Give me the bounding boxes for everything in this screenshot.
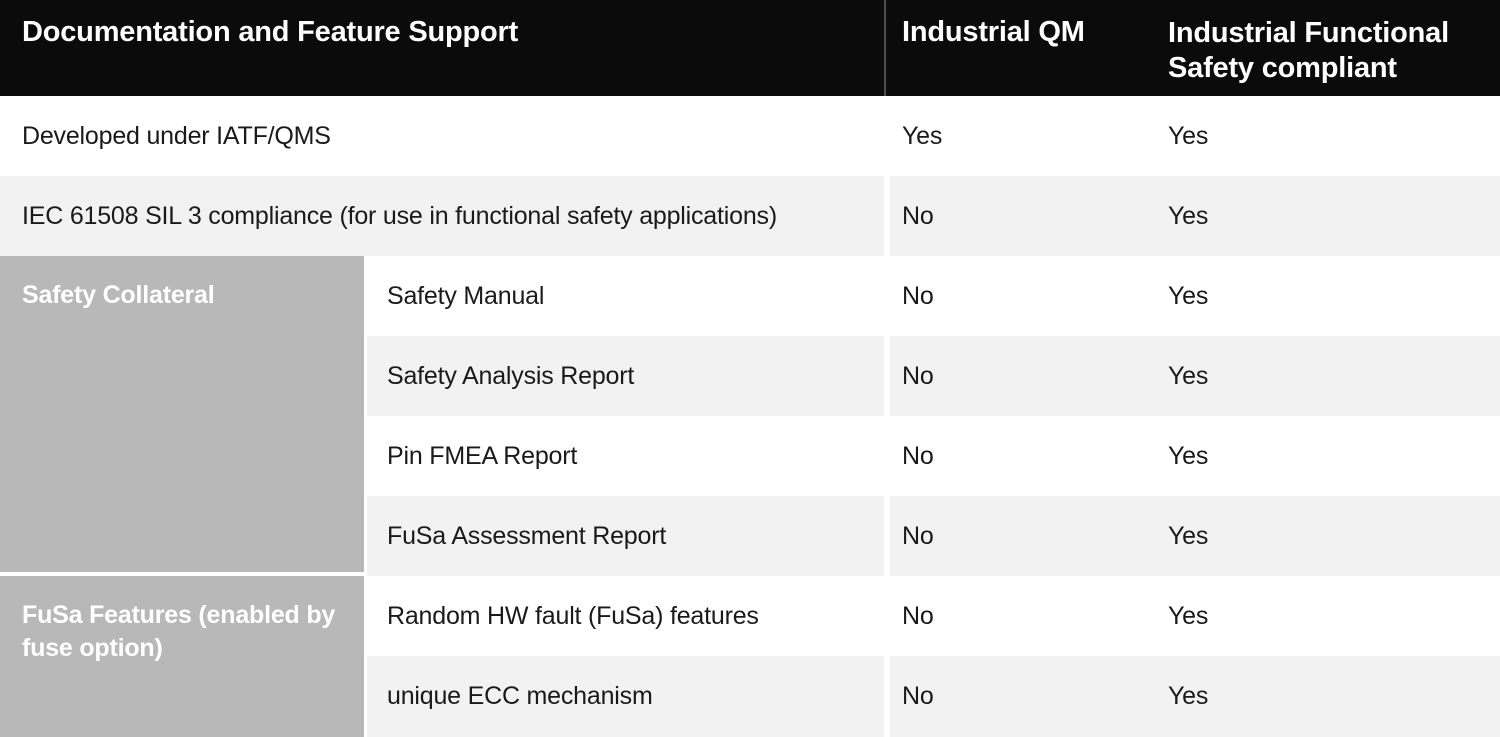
table-row: unique ECC mechanism No Yes	[367, 656, 1500, 737]
row-label: Safety Analysis Report	[387, 361, 635, 390]
group-label-fusa-features: FuSa Features (enabled by fuse option)	[0, 576, 367, 737]
row-qm-value: No	[884, 576, 1150, 656]
row-fusa-value: Yes	[1168, 601, 1209, 630]
table-row: Safety Manual No Yes	[367, 256, 1500, 336]
header-industrial-functional-safety: Industrial Functional Safety compliant	[1150, 0, 1500, 96]
row-qm-value: No	[884, 176, 1150, 256]
table-row: IEC 61508 SIL 3 compliance (for use in f…	[0, 176, 1500, 256]
table-row: Random HW fault (FuSa) features No Yes	[367, 576, 1500, 656]
row-fusa-value: Yes	[1168, 441, 1209, 470]
table-header-row: Documentation and Feature Support Indust…	[0, 0, 1500, 96]
row-fusa-value: Yes	[1168, 281, 1209, 310]
row-qm-value: No	[884, 336, 1150, 416]
row-label: FuSa Assessment Report	[387, 521, 667, 550]
table-row: Developed under IATF/QMS Yes Yes	[0, 96, 1500, 176]
row-fusa-value: Yes	[1168, 361, 1209, 390]
row-qm-value: Yes	[884, 96, 1150, 176]
row-qm-value: No	[884, 656, 1150, 737]
row-label: Random HW fault (FuSa) features	[387, 601, 759, 630]
table-row: Pin FMEA Report No Yes	[367, 416, 1500, 496]
header-documentation-feature-support: Documentation and Feature Support	[22, 16, 519, 48]
header-industrial-functional-safety-label: Industrial Functional Safety compliant	[1168, 17, 1449, 85]
row-label: Developed under IATF/QMS	[22, 121, 331, 150]
group-fusa-features: FuSa Features (enabled by fuse option) R…	[0, 576, 1500, 737]
row-fusa-value: Yes	[1168, 521, 1209, 550]
row-qm-value: No	[884, 416, 1150, 496]
header-industrial-qm: Industrial QM	[884, 0, 1150, 96]
row-label: Pin FMEA Report	[387, 441, 578, 470]
group-safety-collateral: Safety Collateral Safety Manual No Yes S…	[0, 256, 1500, 576]
group-rows: Random HW fault (FuSa) features No Yes u…	[367, 576, 1500, 737]
row-label: Safety Manual	[387, 281, 545, 310]
group-rows: Safety Manual No Yes Safety Analysis Rep…	[367, 256, 1500, 576]
row-qm-value: No	[884, 256, 1150, 336]
row-fusa-value: Yes	[1168, 682, 1209, 710]
table-row: Safety Analysis Report No Yes	[367, 336, 1500, 416]
table-row: FuSa Assessment Report No Yes	[367, 496, 1500, 576]
group-label-safety-collateral: Safety Collateral	[0, 256, 367, 576]
row-fusa-value: Yes	[1168, 201, 1209, 230]
row-fusa-value: Yes	[1168, 121, 1209, 150]
row-label: IEC 61508 SIL 3 compliance (for use in f…	[22, 201, 777, 230]
row-label: unique ECC mechanism	[387, 682, 653, 710]
row-qm-value: No	[884, 496, 1150, 576]
